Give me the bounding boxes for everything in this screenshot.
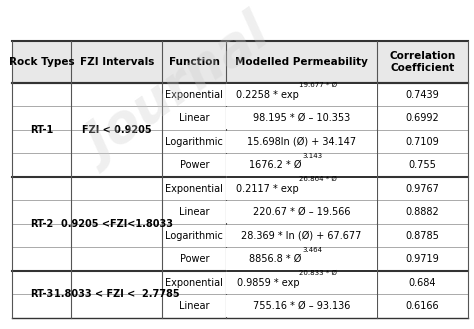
Text: 8856.8 * Ø: 8856.8 * Ø [249,254,301,264]
Text: 0.8882: 0.8882 [405,207,439,217]
Text: 19.677 * Ø: 19.677 * Ø [299,82,337,88]
Text: 0.755: 0.755 [409,160,436,170]
Bar [226,84,377,106]
Text: 0.2117 * exp: 0.2117 * exp [237,184,299,194]
Bar [12,40,468,83]
Text: 0.2258 * exp: 0.2258 * exp [236,90,299,100]
Text: 220.67 * Ø – 19.566: 220.67 * Ø – 19.566 [253,207,350,217]
Bar [226,178,377,200]
Text: 0.2117 * exp^{26.864 * Ø}: 0.2117 * exp^{26.864 * Ø} [234,184,369,194]
Text: 0.8785: 0.8785 [405,231,439,240]
Text: 1.8033 < FZI <  2.7785: 1.8033 < FZI < 2.7785 [54,289,180,299]
Text: Correlation
Coefficient: Correlation Coefficient [389,51,456,72]
Text: Modelled Permeability: Modelled Permeability [235,57,368,67]
Text: 3.464: 3.464 [303,247,323,253]
Text: FZI < 0.9205: FZI < 0.9205 [82,125,152,135]
Text: 0.2258 * exp^{19.677 * Ø}: 0.2258 * exp^{19.677 * Ø} [234,89,369,100]
Text: 1676.2 * Ø: 1676.2 * Ø [249,160,301,170]
Text: Power: Power [180,254,209,264]
Text: Logarithmic: Logarithmic [165,137,223,147]
Bar [12,271,468,294]
Text: 28.369 * ln (Ø) + 67.677: 28.369 * ln (Ø) + 67.677 [241,231,362,240]
Text: 15.698ln (Ø) + 34.147: 15.698ln (Ø) + 34.147 [247,137,356,147]
Text: 26.864 * Ø: 26.864 * Ø [299,176,337,182]
Bar [12,177,468,200]
Text: RT-3: RT-3 [30,289,53,299]
Text: 0.7439: 0.7439 [405,90,439,100]
Bar [226,107,377,129]
Bar [12,153,468,177]
Text: Exponential: Exponential [165,90,223,100]
Text: 28.369 * ln (Ø) + 67.677: 28.369 * ln (Ø) + 67.677 [241,231,362,240]
Text: 98.195 * Ø – 10.353: 98.195 * Ø – 10.353 [253,113,350,123]
Text: 0.6166: 0.6166 [406,301,439,311]
Text: Power: Power [180,160,209,170]
Bar [12,107,468,130]
Text: 8856.8 * Ø^{3.464}: 8856.8 * Ø^{3.464} [251,254,352,264]
Bar [12,247,468,271]
Text: 3.143: 3.143 [303,153,323,159]
Text: FZI Intervals: FZI Intervals [80,57,154,67]
Text: 220.67 * Ø – 19.566: 220.67 * Ø – 19.566 [253,207,350,217]
Bar [226,201,377,223]
Text: Rock Types: Rock Types [9,57,74,67]
Bar [226,271,377,294]
Text: 0.9767: 0.9767 [405,184,439,194]
Text: 20.833 * Ø: 20.833 * Ø [299,270,337,276]
Text: Linear: Linear [179,301,210,311]
Text: Linear: Linear [179,113,210,123]
Text: 0.684: 0.684 [409,278,436,288]
Text: 98.195 * Ø – 10.353: 98.195 * Ø – 10.353 [253,113,350,123]
Bar [226,131,377,153]
Text: Linear: Linear [179,207,210,217]
Text: 0.7109: 0.7109 [405,137,439,147]
Bar [226,248,377,270]
Bar [12,130,468,153]
Text: RT-2: RT-2 [30,219,53,229]
Bar [226,295,377,317]
Bar [12,83,468,107]
Text: Exponential: Exponential [165,278,223,288]
Text: 0.9859 * exp^{20.833 * Ø}: 0.9859 * exp^{20.833 * Ø} [234,277,369,288]
Bar [226,224,377,247]
Text: 755.16 * Ø – 93.136: 755.16 * Ø – 93.136 [253,301,350,311]
Bar [12,294,468,318]
Text: RT-1: RT-1 [30,125,53,135]
Bar [226,154,377,176]
Text: 15.698ln (Ø) + 34.147: 15.698ln (Ø) + 34.147 [247,137,356,147]
Text: 755.16 * Ø – 93.136: 755.16 * Ø – 93.136 [253,301,350,311]
Bar [12,224,468,247]
Text: 0.9205 <FZI<1.8033: 0.9205 <FZI<1.8033 [61,219,173,229]
Text: 0.9859 * exp: 0.9859 * exp [237,278,299,288]
Text: Logarithmic: Logarithmic [165,231,223,240]
Bar [12,200,468,224]
Text: Exponential: Exponential [165,184,223,194]
Text: Function: Function [169,57,219,67]
Text: 0.9719: 0.9719 [405,254,439,264]
Text: 1676.2 * Ø^{3.143}: 1676.2 * Ø^{3.143} [251,160,352,170]
Text: Journal: Journal [79,11,281,174]
Text: 0.6992: 0.6992 [405,113,439,123]
